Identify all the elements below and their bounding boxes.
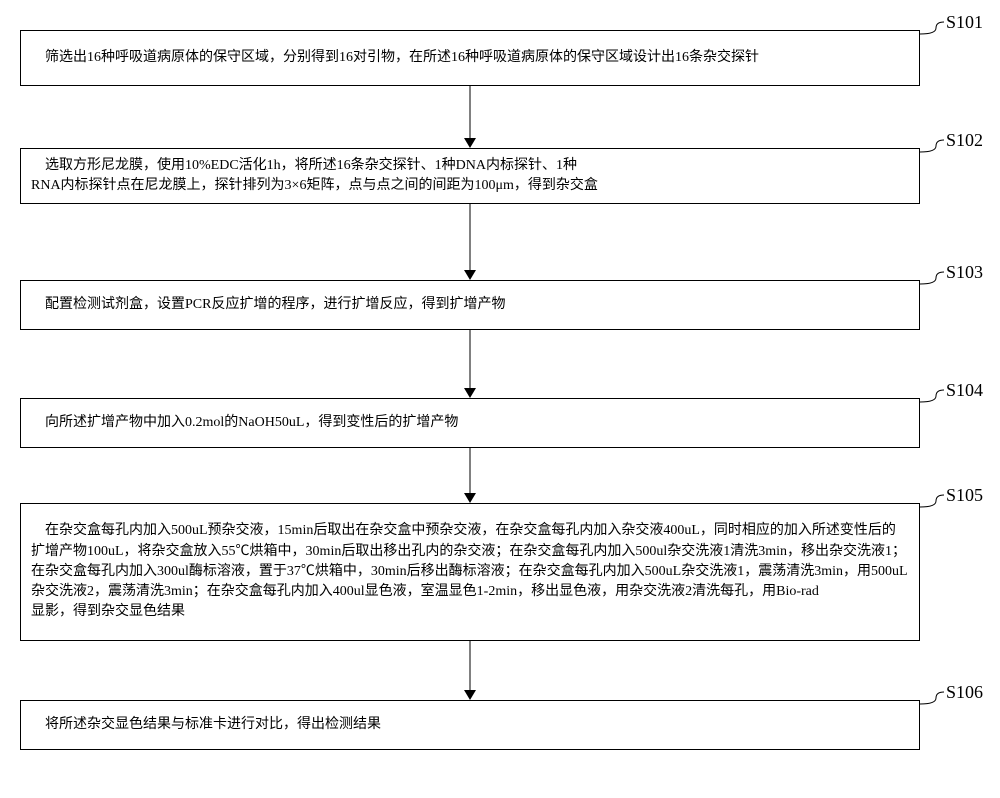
- step-s102-text: 选取方形尼龙膜，使用10%EDC活化1h，将所述16条杂交探针、1种DNA内标探…: [31, 156, 909, 197]
- step-s106: 将所述杂交显色结果与标准卡进行对比，得出检测结果: [20, 700, 920, 750]
- flowchart-canvas: 筛选出16种呼吸道病原体的保守区域，分别得到16对引物，在所述16种呼吸道病原体…: [0, 0, 1000, 798]
- step-label-s105: S105: [946, 485, 983, 506]
- step-s105-text: 在杂交盒每孔内加入500uL预杂交液，15min后取出在杂交盒中预杂交液，在杂交…: [31, 521, 909, 622]
- step-s101: 筛选出16种呼吸道病原体的保守区域，分别得到16对引物，在所述16种呼吸道病原体…: [20, 30, 920, 86]
- step-label-s102: S102: [946, 130, 983, 151]
- step-s106-text: 将所述杂交显色结果与标准卡进行对比，得出检测结果: [31, 715, 909, 735]
- step-label-s106: S106: [946, 682, 983, 703]
- step-s102: 选取方形尼龙膜，使用10%EDC活化1h，将所述16条杂交探针、1种DNA内标探…: [20, 148, 920, 204]
- step-s104: 向所述扩增产物中加入0.2mol的NaOH50uL，得到变性后的扩增产物: [20, 398, 920, 448]
- step-s101-text: 筛选出16种呼吸道病原体的保守区域，分别得到16对引物，在所述16种呼吸道病原体…: [31, 48, 909, 68]
- step-label-s104: S104: [946, 380, 983, 401]
- step-s105: 在杂交盒每孔内加入500uL预杂交液，15min后取出在杂交盒中预杂交液，在杂交…: [20, 503, 920, 641]
- step-s103-text: 配置检测试剂盒，设置PCR反应扩增的程序，进行扩增反应，得到扩增产物: [31, 295, 909, 315]
- step-s104-text: 向所述扩增产物中加入0.2mol的NaOH50uL，得到变性后的扩增产物: [31, 413, 909, 433]
- step-s103: 配置检测试剂盒，设置PCR反应扩增的程序，进行扩增反应，得到扩增产物: [20, 280, 920, 330]
- step-label-s103: S103: [946, 262, 983, 283]
- step-label-s101: S101: [946, 12, 983, 33]
